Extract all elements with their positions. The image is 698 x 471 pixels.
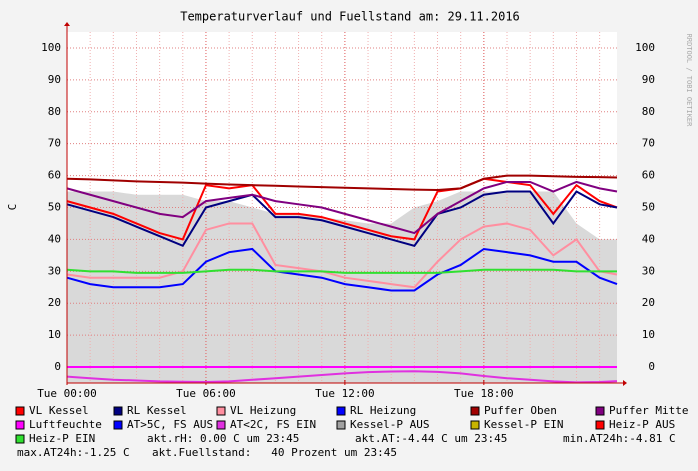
y-tick-label: 80 <box>48 105 61 118</box>
x-tick-label: Tue 00:00 <box>37 387 97 400</box>
y-tick-label: 100 <box>41 41 61 54</box>
y2-tick-label: 10 <box>642 328 655 341</box>
chart-title: Temperaturverlauf und Fuellstand am: 29.… <box>180 10 520 24</box>
y-tick-label: 40 <box>48 232 61 245</box>
legend-swatch <box>113 420 123 430</box>
y2-tick-label: 0 <box>648 360 655 373</box>
legend-label: RL Heizung <box>350 404 416 417</box>
legend-label: VL Heizung <box>230 404 296 417</box>
series-line <box>66 247 618 292</box>
legend-swatch <box>595 406 605 416</box>
y-tick-label: 90 <box>48 73 61 86</box>
series-line <box>66 177 618 241</box>
legend-swatch <box>470 420 480 430</box>
legend-label: Puffer Oben <box>484 404 557 417</box>
series-line <box>66 180 618 235</box>
legend-label: AT<2C, FS EIN <box>230 418 316 431</box>
legend-label: Puffer Mitte <box>609 404 688 417</box>
series-line <box>66 174 618 191</box>
y2-tick-label: 30 <box>642 264 655 277</box>
legend-swatch <box>15 406 25 416</box>
legend-swatch <box>470 406 480 416</box>
area <box>67 191 617 383</box>
legend-label: Kessel-P EIN <box>484 418 563 431</box>
legend-label: Heiz-P AUS <box>609 418 675 431</box>
series-line <box>66 268 617 274</box>
y2-tick-label: 100 <box>635 41 655 54</box>
y2-tick-label: 70 <box>642 137 655 150</box>
y-tick-label: 70 <box>48 137 61 150</box>
legend-label: VL Kessel <box>29 404 89 417</box>
y-tick-label: 10 <box>48 328 61 341</box>
y-axis-label: C <box>6 204 19 211</box>
x-axis-arrow <box>623 380 627 386</box>
info-text: min.AT24h:-4.81 C <box>563 432 676 445</box>
x-tick-label: Tue 06:00 <box>176 387 236 400</box>
info-text: akt.rH: 0.00 C um 23:45 <box>147 432 299 445</box>
y2-tick-label: 20 <box>642 296 655 309</box>
y2-tick-label: 50 <box>642 201 655 214</box>
series-line <box>66 370 618 384</box>
series-line <box>66 190 618 248</box>
y2-tick-label: 80 <box>642 105 655 118</box>
y2-tick-label: 40 <box>642 232 655 245</box>
legend-swatch <box>216 406 226 416</box>
legend-swatch <box>15 420 25 430</box>
legend-label: Kessel-P AUS <box>350 418 429 431</box>
y-tick-label: 20 <box>48 296 61 309</box>
legend-label: AT>5C, FS AUS <box>127 418 213 431</box>
x-tick-label: Tue 18:00 <box>454 387 514 400</box>
info-text: akt.Fuellstand: 40 Prozent um 23:45 <box>152 446 397 459</box>
legend-swatch <box>595 420 605 430</box>
legend-swatch <box>336 420 346 430</box>
legend-label: RL Kessel <box>127 404 187 417</box>
legend-swatch <box>336 406 346 416</box>
legend-label: Heiz-P EIN <box>29 432 95 445</box>
legend-swatch <box>15 434 25 444</box>
x-tick-label: Tue 12:00 <box>315 387 375 400</box>
y-tick-label: 0 <box>54 360 61 373</box>
info-text: akt.AT:-4.44 C um 23:45 <box>355 432 507 445</box>
y2-tick-label: 90 <box>642 73 655 86</box>
y-tick-label: 30 <box>48 264 61 277</box>
series-line <box>66 222 618 289</box>
y-axis-arrow <box>64 22 70 26</box>
y-tick-label: 60 <box>48 169 61 182</box>
legend-label: Luftfeuchte <box>29 418 102 431</box>
info-text: max.AT24h:-1.25 C <box>17 446 130 459</box>
legend-swatch <box>216 420 226 430</box>
legend-swatch <box>113 406 123 416</box>
side-text: RRDTOOL / TOBI OETIKER <box>685 34 693 128</box>
y-tick-label: 50 <box>48 201 61 214</box>
y2-tick-label: 60 <box>642 169 655 182</box>
